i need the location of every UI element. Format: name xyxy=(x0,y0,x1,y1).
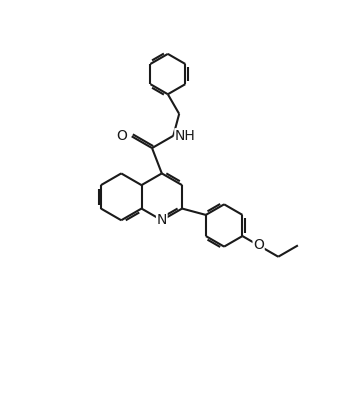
Text: O: O xyxy=(253,239,264,252)
Text: O: O xyxy=(116,129,127,143)
Text: NH: NH xyxy=(175,129,196,143)
Text: N: N xyxy=(156,213,167,227)
